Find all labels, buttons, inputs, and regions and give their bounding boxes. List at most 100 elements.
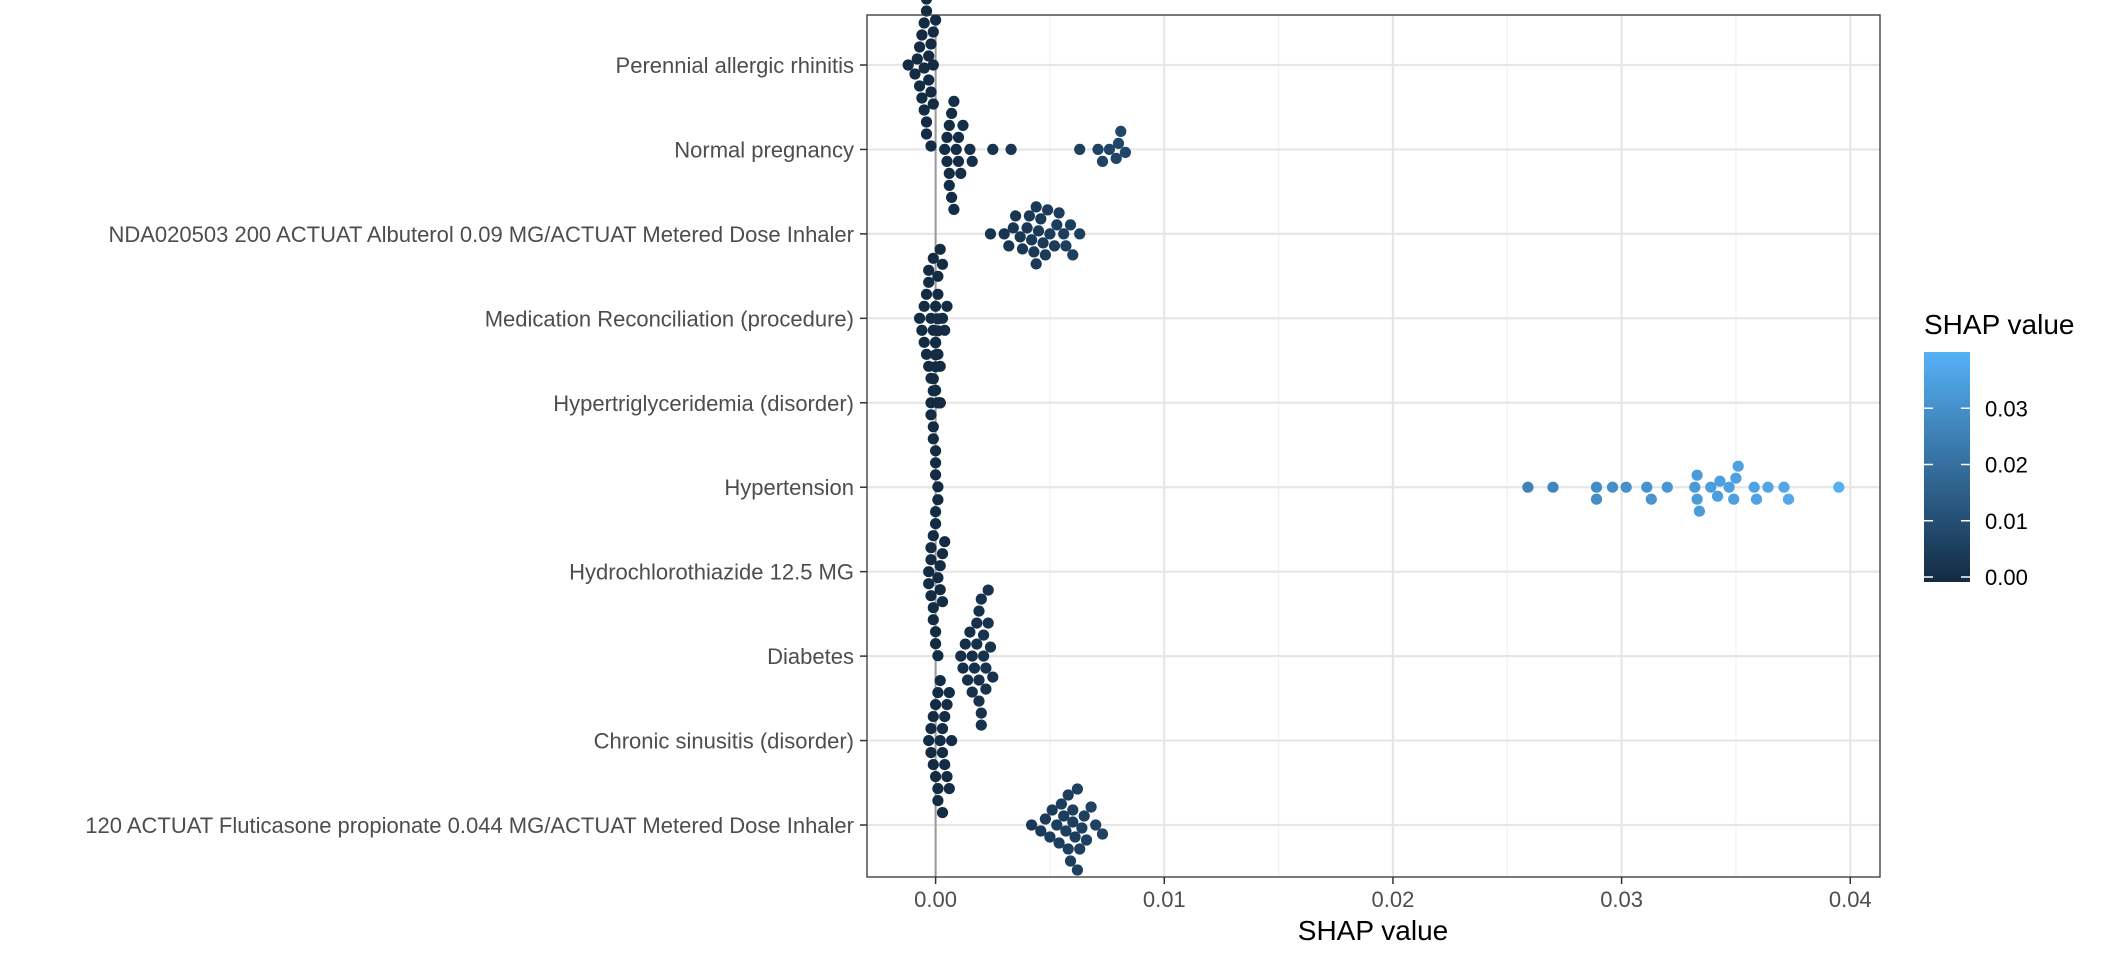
data-point <box>1037 237 1049 249</box>
data-point <box>925 409 937 421</box>
data-point <box>964 626 976 638</box>
legend-tick-label: 0.03 <box>1985 396 2028 421</box>
data-point <box>930 349 942 361</box>
data-point <box>927 385 939 397</box>
data-point <box>943 179 955 191</box>
data-point <box>1732 460 1744 472</box>
data-point <box>966 686 978 698</box>
data-point <box>1035 825 1047 837</box>
data-point <box>1035 213 1047 225</box>
data-point <box>925 747 937 759</box>
y-axis-tick-label: 120 ACTUAT Fluticasone propionate 0.044 … <box>85 813 854 838</box>
data-point <box>932 313 944 325</box>
data-point <box>955 650 967 662</box>
data-point <box>923 74 935 86</box>
data-point <box>927 711 939 723</box>
data-point <box>1069 831 1081 843</box>
data-point <box>920 5 933 17</box>
legend-ticks: 0.00 0.01 0.02 0.03 <box>1924 396 2028 590</box>
data-point <box>1039 249 1051 261</box>
data-point <box>966 155 978 167</box>
data-point <box>936 548 949 560</box>
data-point <box>920 288 933 300</box>
data-point <box>1080 834 1093 846</box>
data-point <box>914 312 926 324</box>
data-point <box>923 276 935 288</box>
data-point <box>952 131 965 143</box>
data-point <box>936 258 949 270</box>
data-point <box>923 50 935 62</box>
data-point <box>1051 819 1063 831</box>
y-axis-tick-label: Hydrochlorothiazide 12.5 MG <box>569 560 854 585</box>
data-point <box>973 695 985 707</box>
data-point <box>932 650 944 662</box>
data-point <box>932 494 944 506</box>
data-point <box>934 675 946 687</box>
data-point <box>1762 481 1774 493</box>
data-point <box>934 584 946 596</box>
data-point <box>918 300 930 312</box>
data-point <box>936 807 949 819</box>
data-point <box>1547 481 1559 493</box>
legend-tick-label: 0.00 <box>1985 565 2028 590</box>
y-axis-tick-label: Diabetes <box>767 644 854 669</box>
data-point <box>932 325 944 337</box>
data-point <box>1051 219 1063 231</box>
data-point <box>930 337 942 349</box>
data-point <box>948 95 960 107</box>
data-point <box>975 719 987 731</box>
data-point <box>1016 243 1029 255</box>
data-point <box>934 397 946 409</box>
data-point <box>1833 481 1845 493</box>
data-point <box>1010 210 1022 222</box>
data-point <box>1074 143 1086 155</box>
data-point <box>941 300 953 312</box>
data-point <box>1067 249 1079 261</box>
data-point <box>984 228 997 240</box>
data-point <box>1748 481 1760 493</box>
y-axis-tick-label: NDA020503 200 ACTUAT Albuterol 0.09 MG/A… <box>108 222 854 247</box>
data-point <box>930 699 942 711</box>
data-point <box>939 143 951 155</box>
data-point <box>1058 810 1070 822</box>
data-point <box>1691 469 1703 481</box>
data-point <box>1689 481 1701 493</box>
data-point <box>930 445 942 457</box>
x-axis-tick-label: 0.01 <box>1143 887 1186 912</box>
data-point <box>1750 493 1763 505</box>
x-axis-tick-label: 0.02 <box>1372 887 1415 912</box>
data-point <box>955 167 967 179</box>
data-point <box>1705 481 1717 493</box>
data-point <box>932 795 944 807</box>
data-point <box>982 617 994 629</box>
color-legend: SHAP value 0.00 0.01 0.02 0.03 <box>1924 309 2074 590</box>
data-point <box>916 29 928 41</box>
data-point <box>1067 804 1079 816</box>
data-point <box>1712 490 1724 502</box>
data-point <box>923 566 935 578</box>
data-point <box>973 674 985 686</box>
data-point <box>927 530 939 542</box>
data-point <box>1021 222 1033 234</box>
data-point <box>927 421 939 433</box>
data-point <box>925 590 937 602</box>
legend-tick-label: 0.01 <box>1985 509 2028 534</box>
data-point <box>930 469 942 481</box>
data-point <box>934 243 946 255</box>
data-point <box>1074 843 1086 855</box>
data-point <box>1723 481 1735 493</box>
data-point <box>1103 143 1115 155</box>
data-point <box>1058 228 1070 240</box>
data-point <box>936 596 949 608</box>
data-point <box>957 119 969 131</box>
data-point <box>1590 493 1603 505</box>
data-point <box>936 723 949 735</box>
data-point <box>932 687 944 699</box>
data-point <box>1062 789 1074 801</box>
data-point <box>987 671 999 683</box>
data-point <box>975 593 987 605</box>
data-point <box>1096 155 1109 167</box>
data-point <box>927 433 939 445</box>
data-point <box>1044 228 1056 240</box>
data-point <box>1060 240 1072 252</box>
